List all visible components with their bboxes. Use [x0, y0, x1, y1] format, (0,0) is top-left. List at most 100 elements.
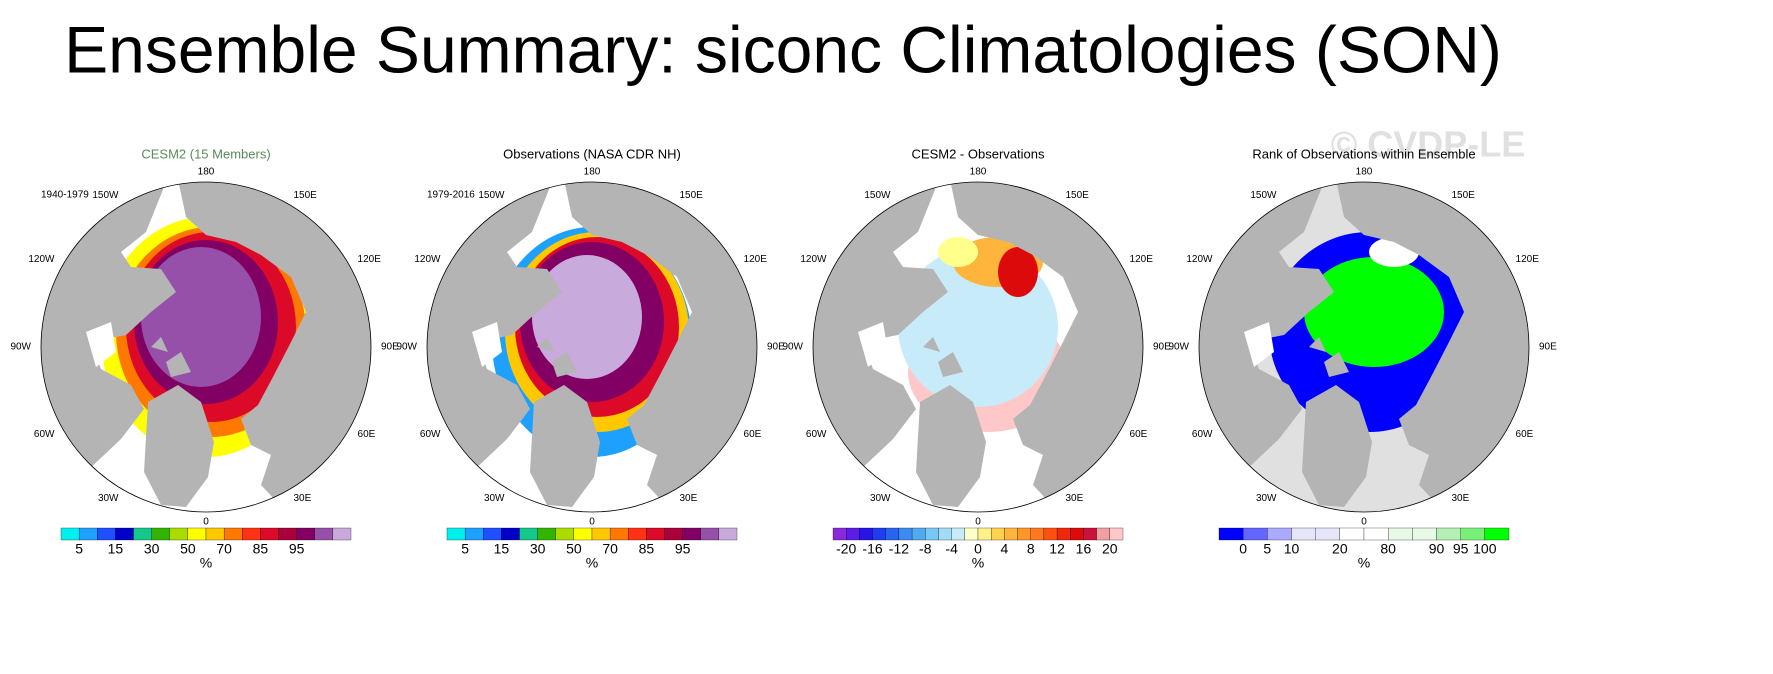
longitude-label: 150W	[478, 190, 505, 201]
colorbar-box	[664, 527, 683, 541]
longitude-label: 60W	[34, 429, 55, 440]
colorbar-tick-label: 16	[1076, 541, 1092, 557]
colorbar-tick-label: 12	[1049, 541, 1065, 557]
colorbar-box	[1017, 527, 1031, 541]
colorbar-box	[991, 527, 1005, 541]
colorbar-tick-label: 70	[216, 541, 232, 557]
colorbar-box	[519, 527, 538, 541]
colorbar-tick-label: 30	[530, 541, 546, 557]
colorbar-box	[60, 527, 80, 541]
longitude-label: 0	[589, 517, 595, 528]
colorbar-tick-label: 8	[1027, 541, 1035, 557]
longitude-label: 0	[203, 517, 209, 528]
colorbar-box	[97, 527, 116, 541]
colorbar-box	[1218, 527, 1244, 541]
longitude-label: 90W	[396, 342, 417, 353]
colorbar-tick-label: 95	[675, 541, 691, 557]
colorbar-box	[938, 527, 952, 541]
longitude-label: 180	[970, 167, 987, 178]
colorbar-box	[1056, 527, 1071, 541]
longitude-label: 60W	[420, 429, 441, 440]
map: 180 150E 120E 90E 60E 30E 0 30W 60W 90W 120W 150W	[10, 167, 399, 528]
map: 180 150E 120E 90E 60E 30E 0 30W 60W 90W 120W 150W	[782, 167, 1171, 528]
colorbar-box	[646, 527, 665, 541]
colorbar-box	[205, 527, 225, 541]
colorbar-tick-label: 50	[566, 541, 582, 557]
longitude-label: 120E	[358, 254, 382, 265]
longitude-label: 0	[1361, 517, 1367, 528]
map-border	[40, 181, 372, 513]
colorbar-box	[187, 527, 207, 541]
colorbar-box	[700, 527, 720, 541]
panel-title: CESM2 - Observations	[912, 146, 1045, 161]
colorbar-box	[1030, 527, 1045, 541]
period-label: 1940-1979	[41, 190, 89, 201]
longitude-label: 120W	[1186, 254, 1213, 265]
colorbar-unit: %	[200, 555, 212, 571]
colorbar-box	[501, 527, 520, 541]
colorbar-box	[859, 527, 873, 541]
longitude-label: 150E	[294, 190, 318, 201]
colorbar-box	[682, 527, 701, 541]
longitude-label: 0	[975, 517, 981, 528]
longitude-label: 30E	[294, 493, 312, 504]
sea-ice	[141, 247, 261, 387]
longitude-label: 30E	[1066, 493, 1084, 504]
colorbar-box	[1363, 527, 1389, 541]
sea-ice	[998, 247, 1038, 297]
colorbar-box	[977, 527, 992, 541]
sea-ice	[532, 255, 642, 379]
colorbar-box	[964, 527, 979, 541]
colorbar-box	[898, 527, 913, 541]
colorbar-box	[846, 527, 860, 541]
colorbar-tick-label: 0	[974, 541, 982, 557]
colorbar-tick-label: -4	[945, 541, 958, 557]
sea-ice	[1304, 257, 1444, 367]
colorbar-tick-label: 80	[1380, 541, 1396, 557]
longitude-label: 150E	[1066, 190, 1090, 201]
colorbar-unit: %	[972, 555, 984, 571]
colorbar-box	[628, 527, 647, 541]
colorbar-tick-label: 90	[1429, 541, 1445, 557]
colorbar-box	[1004, 527, 1018, 541]
colorbar-tick-label: 10	[1284, 541, 1300, 557]
longitude-label: 180	[584, 167, 601, 178]
map-body	[1199, 182, 1529, 512]
colorbar-box	[537, 527, 556, 541]
panel-title: Rank of Observations within Ensemble	[1252, 146, 1475, 161]
colorbar-box	[223, 527, 243, 541]
colorbar-box	[446, 527, 466, 541]
colorbar-box	[464, 527, 484, 541]
colorbar-box	[1460, 527, 1485, 541]
colorbar-box	[885, 527, 900, 541]
longitude-label: 30E	[680, 493, 698, 504]
colorbar-tick-label: 0	[1239, 541, 1247, 557]
map-body	[41, 182, 371, 512]
colorbar-tick-label: 15	[494, 541, 510, 557]
colorbar-tick-label: 95	[289, 541, 305, 557]
longitude-label: 120W	[28, 254, 55, 265]
colorbar-box	[1083, 527, 1097, 541]
colorbar-box	[951, 527, 965, 541]
colorbar-unit: %	[586, 555, 598, 571]
sea-ice	[938, 237, 978, 267]
colorbar-tick-label: 20	[1102, 541, 1118, 557]
longitude-label: 90W	[10, 342, 31, 353]
map-body	[427, 182, 757, 512]
map-body	[813, 182, 1143, 512]
longitude-label: 60E	[1130, 429, 1148, 440]
colorbar-box	[1315, 527, 1340, 541]
colorbar-tick-label: 30	[144, 541, 160, 557]
longitude-label: 120E	[1516, 254, 1540, 265]
colorbar-box	[1484, 527, 1510, 541]
colorbar-box	[925, 527, 939, 541]
colorbar-box	[1436, 527, 1461, 541]
figure-title: Ensemble Summary: siconc Climatologies (…	[64, 12, 1502, 86]
colorbar-box	[911, 527, 926, 541]
colorbar-box	[1291, 527, 1316, 541]
longitude-label: 90E	[1539, 342, 1557, 353]
colorbar-box	[1096, 527, 1110, 541]
colorbar-box	[151, 527, 170, 541]
map: 180 150E 120E 90E 60E 30E 0 30W 60W 90W 120W 150W	[396, 167, 785, 528]
